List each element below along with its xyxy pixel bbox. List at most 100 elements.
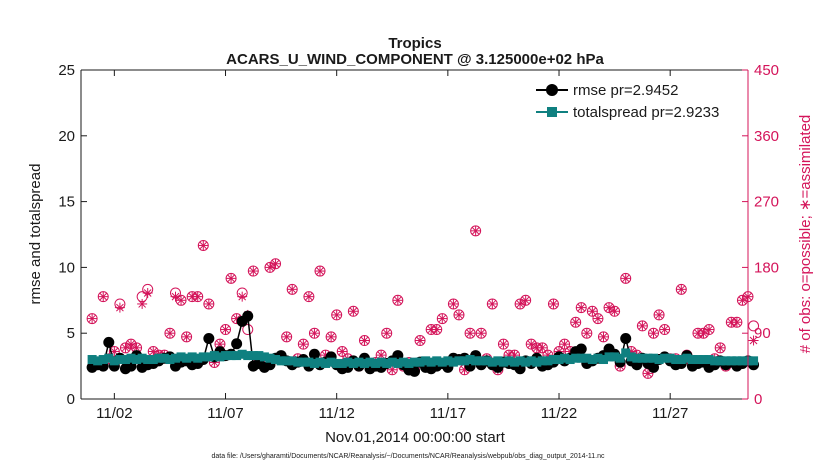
totalspread-point: [598, 355, 608, 365]
obs-assimilated-point: [576, 302, 587, 313]
legend-totalspread-label: totalspread pr=2.9233: [573, 104, 719, 121]
totalspread-point: [287, 356, 297, 366]
totalspread-point: [393, 358, 403, 368]
obs-assimilated-point: [620, 273, 631, 284]
totalspread-point: [198, 352, 208, 362]
obs-assimilated-stroke: [694, 329, 702, 338]
obs-assimilated-stroke: [499, 340, 508, 349]
totalspread-point: [693, 355, 703, 365]
series-layer: [86, 225, 760, 379]
obs-assimilated-point: [748, 335, 759, 346]
obs-assimilated-point: [359, 335, 370, 346]
obs-assimilated-point: [326, 331, 337, 342]
totalspread-point: [482, 356, 492, 366]
obs-assimilated-point: [453, 309, 464, 320]
rmse-point: [203, 332, 215, 344]
x-axis-label: Nov.01,2014 00:00:00 start: [325, 429, 506, 446]
rmse-point: [409, 365, 420, 377]
obs-assimilated-point: [459, 364, 470, 375]
totalspread-point: [182, 353, 192, 363]
obs-assimilated-stroke: [282, 333, 291, 341]
totalspread-point: [232, 351, 242, 361]
totalspread-point: [537, 356, 547, 366]
obs-assimilated-stroke: [310, 329, 319, 338]
totalspread-point: [243, 351, 253, 361]
totalspread-point: [410, 357, 419, 367]
totalspread-point: [98, 355, 108, 365]
totalspread-point: [398, 357, 408, 367]
obs-assimilated-stroke: [488, 300, 497, 308]
totalspread-point: [471, 356, 481, 366]
obs-assimilated-point: [237, 291, 248, 302]
totalspread-point: [332, 358, 342, 368]
obs-assimilated-point: [315, 266, 326, 277]
obs-assimilated-stroke: [377, 351, 386, 359]
totalspread-point: [354, 357, 364, 367]
obs-assimilated-point: [381, 328, 392, 339]
obs-assimilated-point: [309, 328, 320, 339]
totalspread-point: [248, 351, 258, 361]
totalspread-point: [215, 352, 225, 362]
totalspread-point: [443, 356, 453, 366]
obs-assimilated-stroke: [349, 307, 358, 316]
y-tick-label: 15: [58, 194, 75, 211]
obs-assimilated-point: [203, 298, 214, 309]
totalspread-point: [476, 356, 486, 366]
obs-assimilated-point: [642, 368, 653, 379]
obs-assimilated-stroke: [549, 300, 558, 308]
y-tick-label: 10: [58, 259, 75, 276]
obs-assimilated-stroke: [88, 314, 96, 323]
y2-tick-label: 450: [754, 62, 779, 79]
totalspread-point: [115, 355, 125, 365]
obs-assimilated-point: [487, 298, 498, 309]
obs-assimilated-point: [248, 266, 259, 277]
obs-assimilated-stroke: [166, 329, 174, 338]
obs-assimilated-stroke: [138, 300, 146, 308]
totalspread-point: [104, 353, 114, 363]
axes-layer: 0 5 10 15 20 25 0 90 180 270 360 450 11/02 11/07 11/12…: [58, 62, 779, 422]
obs-assimilated-stroke: [327, 333, 335, 341]
obs-assimilated-stroke: [621, 274, 630, 283]
legend-rmse-label: rmse pr=2.9452: [573, 82, 678, 99]
obs-assimilated-stroke: [427, 325, 436, 334]
y2-tick-label: 270: [754, 194, 779, 211]
obs-assimilated-point: [448, 298, 459, 309]
rmse-point: [648, 361, 660, 373]
obs-assimilated-stroke: [699, 329, 708, 338]
totalspread-point: [254, 351, 264, 361]
totalspread-point: [226, 351, 236, 361]
obs-assimilated-stroke: [705, 325, 713, 334]
totalspread-point: [170, 353, 180, 363]
totalspread-point: [371, 358, 381, 368]
obs-assimilated-stroke: [532, 343, 541, 352]
obs-assimilated-point: [731, 317, 742, 328]
obs-assimilated-point: [470, 225, 481, 236]
obs-assimilated-stroke: [610, 307, 619, 316]
obs-assimilated-stroke: [416, 336, 424, 345]
obs-assimilated-point: [598, 331, 609, 342]
totalspread-point: [159, 353, 169, 363]
totalspread-point: [437, 357, 447, 367]
y2-tick-label: 180: [754, 259, 779, 276]
obs-assimilated-point: [431, 324, 442, 335]
obs-assimilated-stroke: [582, 329, 591, 338]
obs-assimilated-point: [520, 295, 531, 306]
obs-assimilated-point: [376, 350, 387, 361]
totalspread-point: [465, 355, 475, 365]
obs-assimilated-stroke: [638, 322, 647, 330]
totalspread-point: [676, 355, 686, 365]
obs-assimilated-stroke: [521, 296, 530, 305]
obs-assimilated-stroke: [305, 292, 313, 301]
totalspread-point: [154, 353, 164, 363]
obs-assimilated-point: [281, 331, 292, 342]
totalspread-point: [321, 358, 331, 368]
obs-assimilated-stroke: [238, 292, 247, 301]
obs-assimilated-point: [515, 298, 526, 309]
obs-assimilated-stroke: [266, 263, 274, 272]
totalspread-point: [304, 357, 314, 367]
obs-assimilated-stroke: [121, 343, 130, 352]
obs-assimilated-stroke: [216, 340, 224, 349]
plot-area: [81, 70, 748, 399]
obs-assimilated-stroke: [677, 285, 686, 294]
totalspread-point: [109, 356, 119, 366]
